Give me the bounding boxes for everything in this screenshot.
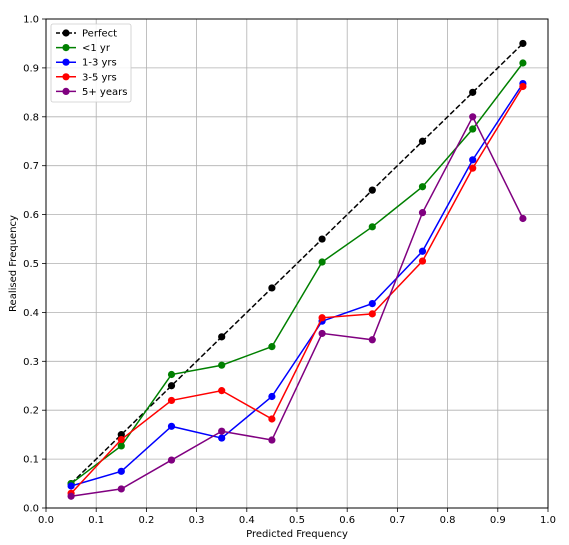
data-point-1-3-yrs xyxy=(418,247,427,255)
data-point-1-yr xyxy=(418,183,427,191)
legend-marker xyxy=(62,44,70,52)
series-3-5-yrs xyxy=(67,82,527,497)
data-point-1-yr xyxy=(318,258,326,266)
data-point-1-yr xyxy=(469,125,477,133)
data-point-perfect xyxy=(218,333,226,341)
data-point-3-5-yrs xyxy=(167,396,176,405)
data-point-1-yr xyxy=(368,223,376,231)
data-point-perfect xyxy=(368,186,376,194)
y-tick-label: 0.7 xyxy=(23,161,39,172)
legend-marker xyxy=(62,87,70,95)
data-point-5-years xyxy=(519,214,527,223)
legend-item-perfect: Perfect xyxy=(56,29,117,40)
y-tick-label: 0.5 xyxy=(23,259,39,270)
legend-label: 5+ years xyxy=(82,87,127,98)
y-tick-label: 0.3 xyxy=(23,357,39,368)
series-5-years xyxy=(67,113,527,500)
legend: Perfect <1 yr 1-3 yrs 3-5 yrs 5+ years xyxy=(50,23,132,103)
data-point-5-years xyxy=(418,209,427,217)
x-tick-label: 0.8 xyxy=(440,515,456,526)
x-axis-label: Predicted Frequency xyxy=(246,529,348,540)
legend-item-3-5-yrs: 3-5 yrs xyxy=(56,72,117,83)
data-point-1-3-yrs xyxy=(268,392,276,401)
data-point-1-3-yrs xyxy=(469,156,477,164)
data-point-perfect xyxy=(519,39,527,48)
data-point-5-years xyxy=(469,113,477,121)
x-tick-label: 0.4 xyxy=(239,515,255,526)
y-tick-label: 0.1 xyxy=(23,455,39,466)
legend-label: 3-5 yrs xyxy=(82,72,117,83)
data-point-5-years xyxy=(318,329,326,338)
x-tick-label: 0.5 xyxy=(289,515,305,526)
y-axis-label: Realised Frequency xyxy=(8,215,19,312)
data-point-3-5-yrs xyxy=(117,435,125,444)
data-point-perfect xyxy=(268,284,276,292)
data-point-1-yr xyxy=(218,361,226,369)
data-point-3-5-yrs xyxy=(318,314,326,322)
x-tick-label: 0.7 xyxy=(389,515,405,526)
data-point-1-yr xyxy=(167,370,176,379)
y-tick-label: 0.8 xyxy=(23,112,39,123)
data-point-1-yr xyxy=(519,59,527,67)
legend-item-5-years: 5+ years xyxy=(56,87,127,98)
data-point-perfect xyxy=(167,382,176,390)
x-tick-label: 1.0 xyxy=(540,515,556,526)
data-point-1-3-yrs xyxy=(368,299,376,308)
legend-label: Perfect xyxy=(82,29,117,40)
x-tick-label: 0.3 xyxy=(189,515,205,526)
data-point-1-3-yrs xyxy=(117,467,125,475)
legend-label: <1 yr xyxy=(82,43,111,54)
y-tick-label: 0.2 xyxy=(23,406,39,417)
data-point-1-3-yrs xyxy=(167,422,176,430)
data-point-5-years xyxy=(67,492,75,500)
x-tick-label: 0.1 xyxy=(88,515,104,526)
data-point-1-yr xyxy=(268,343,276,351)
data-point-perfect xyxy=(418,137,427,145)
y-tick-label: 0.0 xyxy=(23,504,39,515)
x-tick-label: 0.0 xyxy=(38,515,54,526)
legend-box xyxy=(50,23,132,103)
axis-ticks: 0.0 0.1 0.2 0.3 0.4 0.5 0.6 0.7 0.8 0.9 1.0 0.0 0.1 0… xyxy=(23,15,556,527)
y-tick-label: 0.6 xyxy=(23,210,39,221)
data-point-3-5-yrs xyxy=(368,310,376,318)
data-point-perfect xyxy=(318,235,326,243)
x-tick-label: 0.6 xyxy=(339,515,355,526)
data-point-3-5-yrs xyxy=(218,387,226,395)
legend-marker xyxy=(62,29,70,37)
data-point-1-yr xyxy=(117,442,125,450)
data-point-1-3-yrs xyxy=(218,434,226,442)
data-point-5-years xyxy=(167,456,176,464)
y-tick-label: 1.0 xyxy=(23,15,39,26)
data-point-5-years xyxy=(368,336,376,344)
data-point-3-5-yrs xyxy=(519,82,527,91)
series-layer xyxy=(67,39,527,500)
data-point-perfect xyxy=(469,88,477,96)
y-tick-label: 0.4 xyxy=(23,308,39,319)
legend-marker xyxy=(62,58,70,66)
data-point-3-5-yrs xyxy=(268,415,276,423)
data-point-3-5-yrs xyxy=(418,257,427,265)
x-tick-label: 0.2 xyxy=(138,515,154,526)
legend-label: 1-3 yrs xyxy=(82,58,117,69)
legend-item-1-3-yrs: 1-3 yrs xyxy=(56,58,117,69)
data-point-5-years xyxy=(218,427,226,435)
series-line-1-yr xyxy=(70,62,524,485)
data-point-1-3-yrs xyxy=(67,482,75,490)
x-tick-label: 0.9 xyxy=(490,515,506,526)
series-line-1-3-yrs xyxy=(70,83,524,487)
legend-item-1-yr: <1 yr xyxy=(56,43,111,54)
data-point-5-years xyxy=(117,485,125,493)
y-tick-label: 0.9 xyxy=(23,63,39,74)
data-point-3-5-yrs xyxy=(469,164,477,172)
series-line-3-5-yrs xyxy=(70,86,524,494)
data-point-5-years xyxy=(268,436,276,444)
series-line-5-years xyxy=(70,115,524,498)
legend-marker xyxy=(62,73,70,81)
